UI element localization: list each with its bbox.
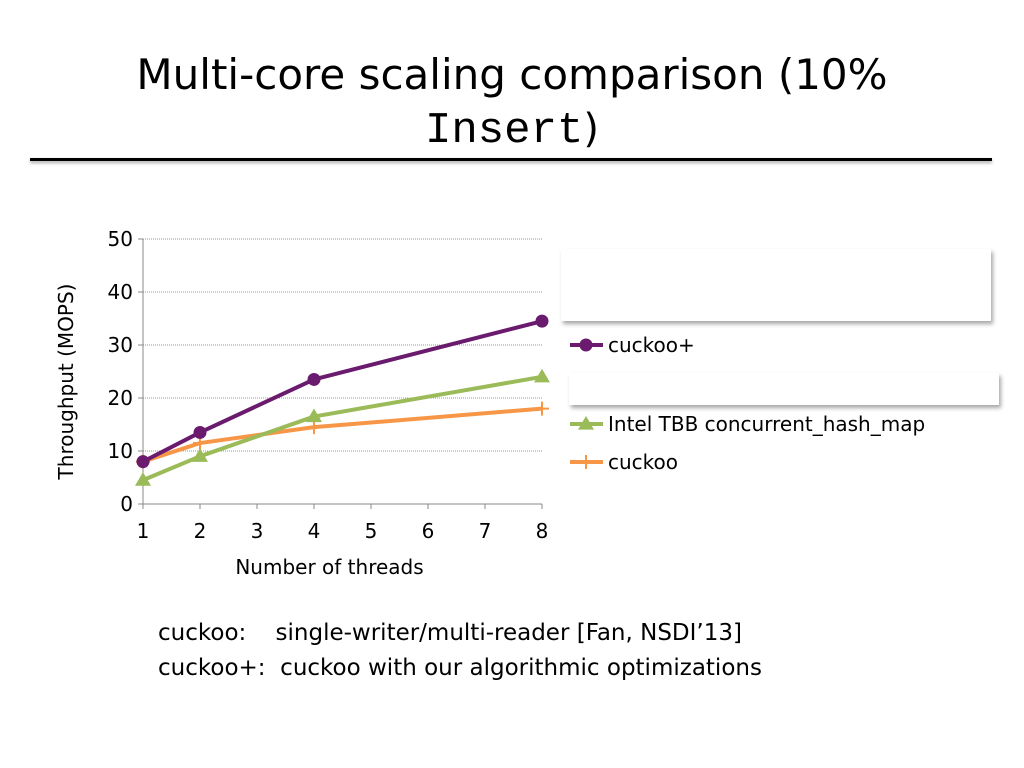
- legend-cover-box-top: [561, 249, 991, 321]
- y-tick-label: 40: [108, 280, 133, 304]
- note-row: cuckoo: single-writer/multi-reader [Fan,…: [158, 616, 762, 651]
- data-point-plus: [307, 420, 321, 435]
- series-line-circle: [142, 319, 543, 464]
- legend-label: cuckoo: [608, 450, 678, 474]
- data-point-triangle: [306, 408, 322, 423]
- data-point-circle: [136, 455, 150, 469]
- y-tick-label: 0: [120, 492, 133, 516]
- title-insert-word: Insert: [424, 106, 584, 156]
- definitions: cuckoo: single-writer/multi-reader [Fan,…: [158, 616, 762, 686]
- note-label: cuckoo+:: [158, 655, 266, 681]
- x-tick-label: 8: [536, 519, 549, 543]
- x-tick-label: 6: [422, 519, 435, 543]
- data-point-triangle: [135, 472, 151, 486]
- data-point-circle: [535, 314, 549, 328]
- x-tick-label: 2: [194, 519, 207, 543]
- data-point-triangle: [192, 448, 208, 462]
- y-axis-title: Throughput (MOPS): [54, 284, 78, 481]
- title-divider: [30, 158, 992, 161]
- title-close-paren: ): [583, 106, 600, 152]
- y-tick-label: 30: [108, 333, 133, 357]
- slide-title: Multi-core scaling comparison (10% Inser…: [0, 48, 1024, 158]
- data-point-circle: [193, 425, 207, 439]
- note-row: cuckoo+: cuckoo with our algorithmic opt…: [158, 651, 762, 686]
- x-tick-label: 7: [479, 519, 492, 543]
- legend-marker-plus: [579, 455, 593, 469]
- x-axis-title: Number of threads: [235, 555, 423, 579]
- data-point-plus: [535, 401, 549, 416]
- x-tick-label: 1: [137, 519, 150, 543]
- legend-label: cuckoo+: [608, 333, 695, 357]
- note-label: cuckoo:: [158, 620, 247, 646]
- y-tick-label: 10: [108, 439, 133, 463]
- series-lines: [135, 314, 550, 486]
- data-point-triangle: [534, 368, 550, 383]
- note-text: cuckoo with our algorithmic optimization…: [280, 655, 762, 681]
- series-line-triangle: [142, 374, 543, 482]
- title-line-2: Insert): [0, 102, 1024, 158]
- axes: 0 10 20 30 40 50 1 2 3 4 5 6 7 8 Number of threads Thro…: [54, 227, 548, 579]
- legend-marker-triangle: [578, 416, 594, 430]
- legend: cuckoo+ Intel TBB concurrent_hash_mapcuck…: [570, 333, 925, 474]
- legend-label: Intel TBB concurrent_hash_map: [608, 412, 925, 436]
- x-tick-label: 3: [251, 519, 264, 543]
- note-text: single-writer/multi-reader [Fan, NSDI’13…: [275, 620, 742, 646]
- grid-lines: [143, 238, 542, 452]
- legend-marker-circle: [579, 338, 593, 352]
- data-point-circle: [307, 372, 321, 386]
- y-tick-label: 20: [108, 386, 133, 410]
- y-tick-label: 50: [108, 227, 133, 251]
- legend-cover-box-middle: [569, 373, 999, 405]
- x-tick-label: 5: [365, 519, 378, 543]
- x-tick-label: 4: [308, 519, 321, 543]
- title-line-1: Multi-core scaling comparison (10%: [136, 50, 888, 99]
